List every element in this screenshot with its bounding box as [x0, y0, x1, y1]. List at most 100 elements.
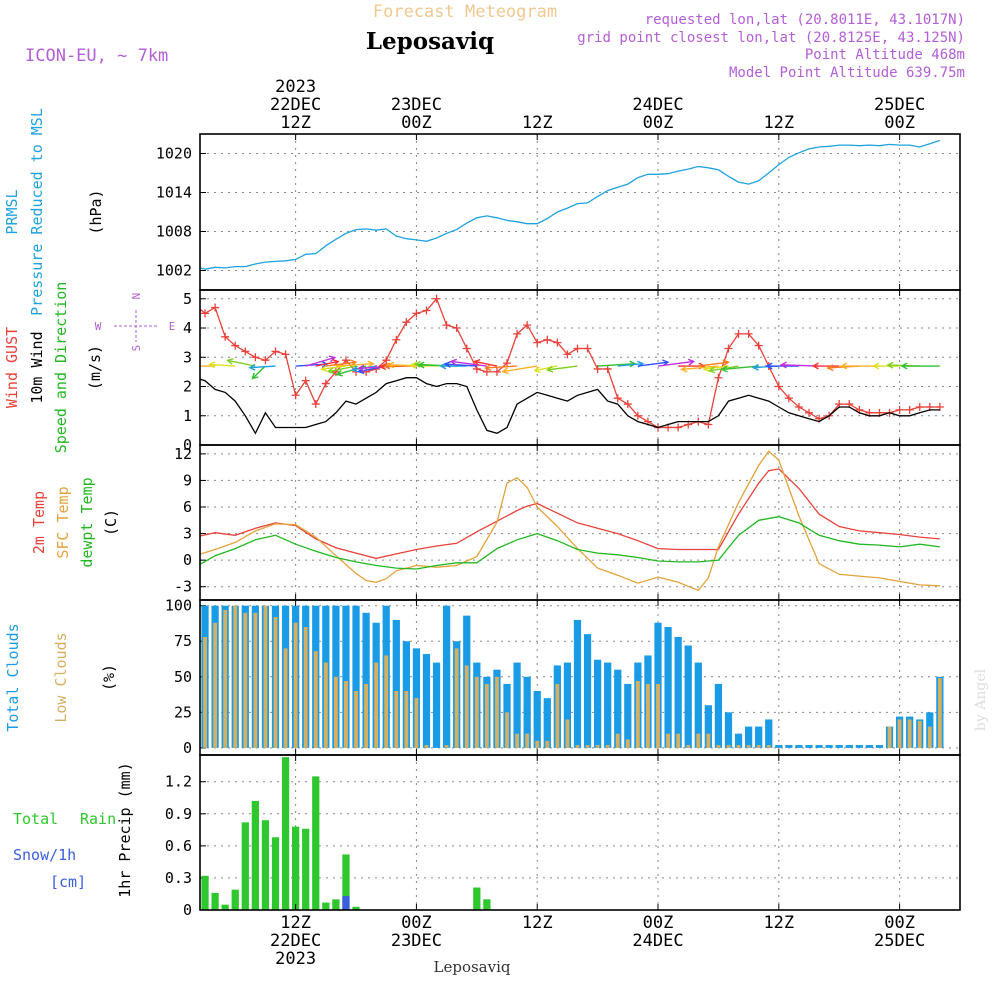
bar-secondary: [283, 648, 288, 748]
bar-primary: [513, 662, 521, 748]
bar-primary: [483, 899, 491, 910]
bar-primary: [875, 745, 884, 748]
wind-vector: [325, 361, 356, 367]
bar-primary: [442, 605, 451, 748]
axis-label: Total: [13, 810, 58, 828]
bar-primary: [583, 634, 592, 748]
bar-secondary: [313, 651, 318, 748]
time-label: 2023: [275, 77, 316, 97]
gust-marker: [422, 306, 431, 315]
bar-primary: [362, 612, 370, 748]
axis-label: Total Clouds: [4, 623, 22, 731]
wind-vector-head: [720, 365, 728, 373]
bar-secondary: [213, 622, 218, 748]
ytick-label: 3: [183, 348, 192, 366]
bar-secondary: [646, 683, 650, 748]
gust-marker: [674, 423, 683, 432]
gust-marker: [583, 344, 592, 353]
ytick-label: 25: [174, 703, 192, 721]
ytick-label: 12: [174, 445, 192, 463]
ytick-label: 0: [183, 739, 192, 757]
time-label: 25DEC: [874, 931, 925, 951]
bar-primary: [352, 605, 360, 748]
time-label: 12Z: [280, 913, 311, 933]
wind-vector-head: [501, 367, 509, 375]
gust-marker: [623, 400, 632, 409]
bar-secondary: [595, 745, 600, 748]
ytick-label: 1.2: [165, 773, 192, 791]
wind-vector-head: [326, 367, 335, 375]
wind-vector-head: [328, 355, 337, 363]
time-label: 24DEC: [632, 931, 683, 951]
bar-primary: [604, 662, 612, 748]
bar-secondary: [424, 745, 429, 748]
gust-marker: [251, 353, 260, 362]
bar-secondary: [243, 612, 248, 748]
panel-frame: [199, 754, 961, 911]
gust-marker: [362, 367, 371, 376]
wind-vector: [597, 363, 636, 367]
ytick-label: 50: [174, 668, 192, 686]
bar-primary: [332, 605, 340, 748]
bar-secondary: [686, 745, 691, 748]
wind-vector-head: [357, 364, 365, 372]
gust-marker: [301, 376, 310, 385]
bar-primary: [845, 745, 853, 748]
axis-label: Low Clouds: [52, 632, 70, 722]
wind-vector: [698, 361, 729, 367]
wind-vector-head: [886, 361, 894, 369]
bar-primary: [624, 683, 632, 748]
bar-secondary: [273, 617, 278, 748]
bar-primary: [292, 826, 300, 910]
gust-marker: [402, 318, 411, 327]
bar-secondary: [706, 733, 711, 748]
bar-secondary: [333, 676, 338, 748]
wind-vector-head: [545, 365, 554, 373]
bar-secondary: [656, 683, 660, 748]
bar-secondary: [293, 622, 298, 748]
wind-vector: [451, 360, 487, 367]
gust-marker: [633, 411, 642, 420]
panel-3: 0 25 50 75 100 Total Clouds Low Clouds (%): [4, 597, 961, 757]
time-label: 25DEC: [874, 95, 925, 115]
wind-vector: [657, 360, 694, 367]
ytick-label: 4: [183, 319, 192, 337]
bar-primary: [281, 757, 290, 910]
footer-location: Leposaviq: [434, 958, 511, 976]
gust-marker: [744, 329, 753, 338]
bar-secondary: [585, 745, 590, 748]
model-altitude: Model Point Altitude 639.75m: [729, 65, 965, 81]
bar-primary: [865, 745, 874, 748]
time-label: 00Z: [401, 913, 432, 933]
wind-vector: [474, 360, 498, 367]
bar-secondary: [444, 745, 449, 748]
bar-secondary: [263, 605, 268, 748]
wind-vector-head: [208, 361, 216, 369]
gust-marker: [472, 364, 481, 373]
bar-secondary: [515, 733, 519, 748]
gust-marker: [503, 359, 512, 368]
axis-label: dewpt Temp: [78, 477, 96, 567]
plot-area: [200, 757, 960, 910]
bar-primary: [432, 662, 441, 748]
bar-secondary: [625, 739, 630, 748]
bar-secondary: [384, 655, 389, 748]
ytick-label: 1002: [156, 262, 192, 280]
wind-vector-head: [251, 372, 259, 380]
gust-marker: [392, 335, 401, 344]
bar-secondary: [404, 691, 409, 748]
bar-primary: [593, 659, 602, 748]
time-label: 2023: [275, 949, 316, 969]
bar-secondary: [342, 896, 350, 910]
ytick-label: -3: [174, 578, 192, 596]
bar-secondary: [716, 745, 721, 748]
bar-primary: [714, 683, 723, 748]
gust-marker: [714, 373, 723, 382]
location-title: Leposaviq: [366, 28, 494, 55]
wind-vector: [335, 363, 374, 367]
time-label: 00Z: [884, 913, 915, 933]
ytick-label: 0.6: [165, 837, 192, 855]
